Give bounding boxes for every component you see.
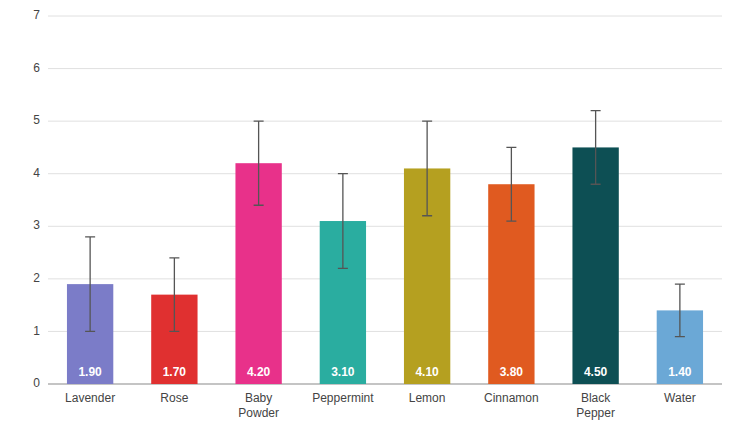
x-tick-label: Lavender — [65, 391, 115, 405]
y-tick-label: 1 — [33, 324, 40, 338]
y-tick-label: 5 — [33, 113, 40, 127]
y-tick-label: 6 — [33, 61, 40, 75]
y-axis: 0 1 2 3 4 5 6 7 — [33, 8, 40, 390]
x-tick-label: BabyPowder — [238, 391, 279, 420]
data-label: 1.40 — [668, 365, 692, 379]
error-bar — [169, 258, 179, 332]
grid-line — [48, 384, 722, 385]
grid-line — [48, 16, 722, 17]
data-label: 3.10 — [331, 365, 355, 379]
error-bar — [85, 237, 95, 332]
error-bar — [591, 111, 601, 185]
y-tick-label: 2 — [33, 271, 40, 285]
data-labels: 1.90 1.70 4.20 3.10 4.10 3.80 4.50 1.40 — [78, 365, 691, 379]
x-tick-label: Water — [664, 391, 696, 405]
data-label: 4.50 — [584, 365, 608, 379]
x-tick-label: Rose — [160, 391, 188, 405]
grid-line — [48, 226, 722, 227]
x-tick-label: Cinnamon — [484, 391, 539, 405]
grid-line — [48, 331, 722, 332]
y-tick-label: 4 — [33, 166, 40, 180]
data-label: 4.10 — [415, 365, 439, 379]
error-bar — [422, 121, 432, 216]
data-label: 1.90 — [78, 365, 102, 379]
y-tick-label: 3 — [33, 218, 40, 232]
error-bar — [506, 147, 516, 221]
x-tick-label: Peppermint — [312, 391, 374, 405]
data-label: 1.70 — [163, 365, 187, 379]
data-label: 3.80 — [500, 365, 524, 379]
grid-line — [48, 173, 722, 174]
x-axis: Lavender Rose BabyPowder Peppermint Lemon Cin… — [65, 391, 696, 420]
y-tick-label: 7 — [33, 8, 40, 22]
grid-line — [48, 68, 722, 69]
grid-line — [48, 121, 722, 122]
y-tick-label: 0 — [33, 376, 40, 390]
data-label: 4.20 — [247, 365, 271, 379]
error-bar — [675, 284, 685, 337]
error-bar — [338, 174, 348, 269]
chart: 0 1 2 3 4 5 6 7 1.90 1.70 4.20 3.10 4.10 3.80 4.50 1.40… — [0, 0, 738, 440]
x-tick-label: BlackPepper — [576, 391, 615, 420]
bars — [67, 111, 703, 384]
error-bar — [254, 121, 264, 205]
x-tick-label: Lemon — [409, 391, 446, 405]
grid — [48, 16, 722, 384]
grid-line — [48, 278, 722, 279]
x-axis-line — [48, 384, 722, 385]
